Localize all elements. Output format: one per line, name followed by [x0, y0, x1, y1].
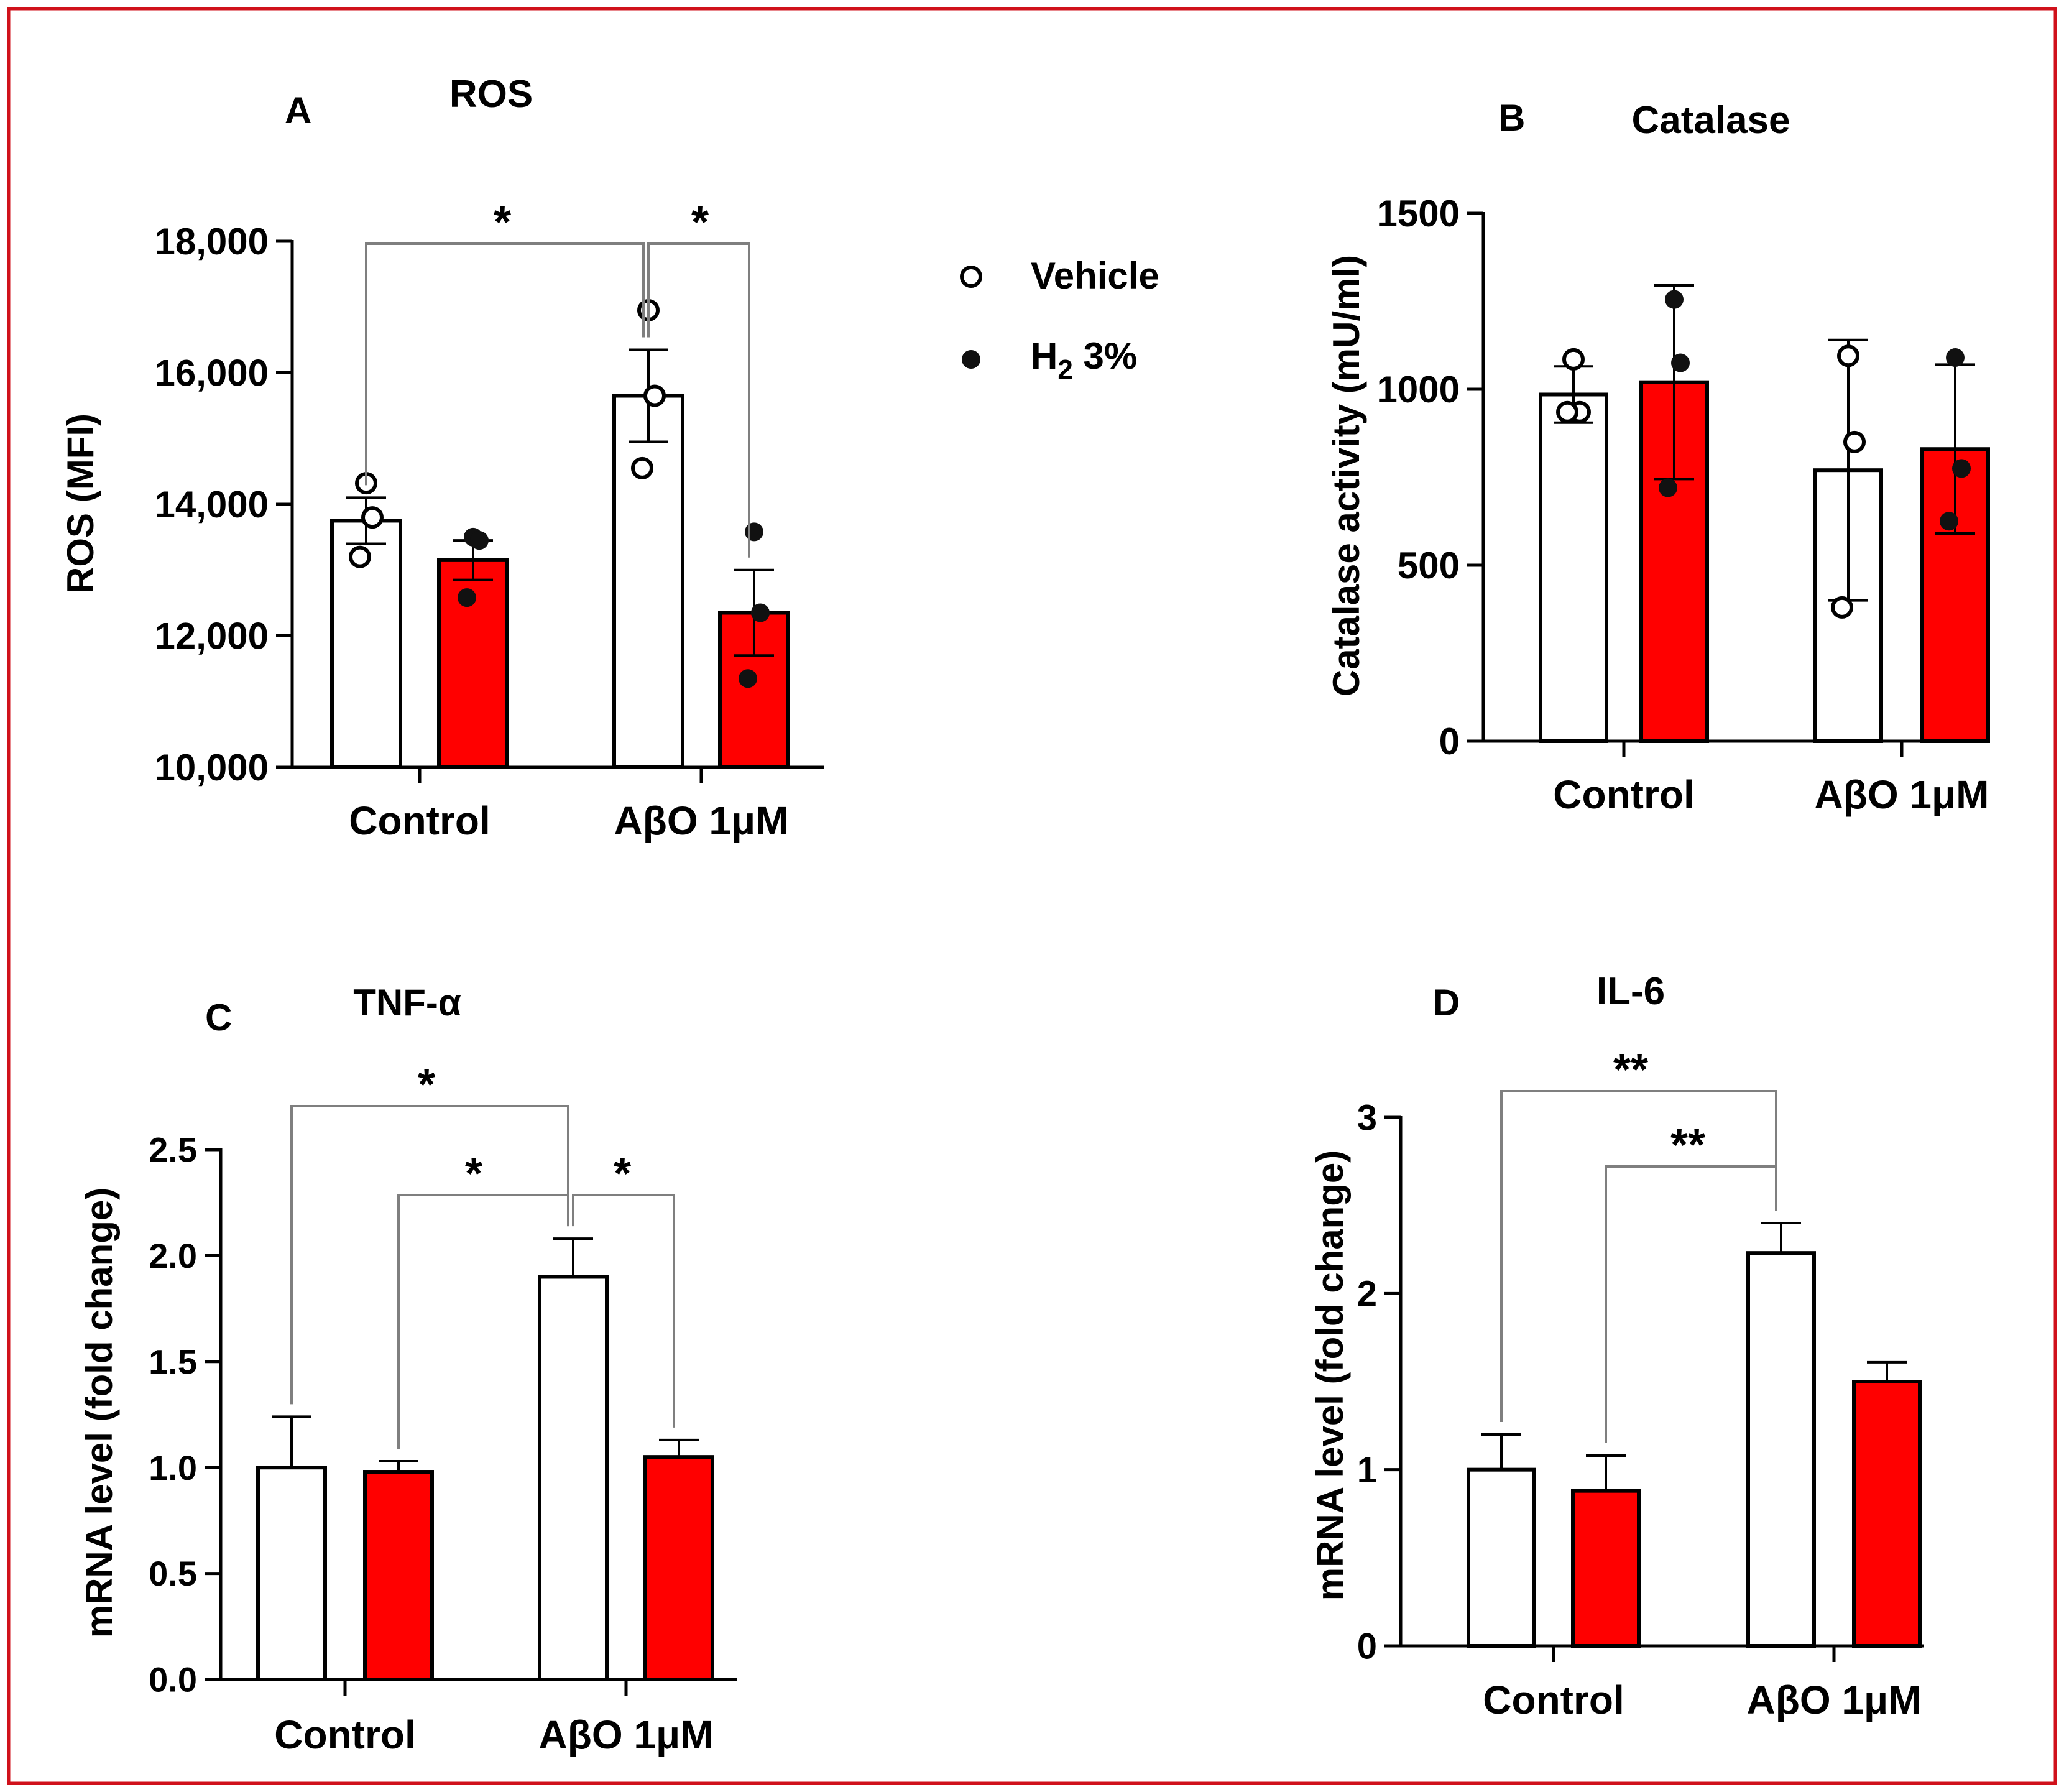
- panel-d: D IL-6 mRNA level (fold change)0 1 2 3 Control…: [1309, 970, 1924, 1722]
- data-point-h2: [1665, 290, 1684, 309]
- y-tick-label: 1.0: [149, 1448, 197, 1487]
- significance-bracket: [1605, 1165, 1777, 1443]
- y-tick-label: 14,000: [154, 484, 269, 525]
- data-point-h2: [1659, 478, 1677, 497]
- panel-letter: B: [1498, 97, 1525, 139]
- panel-letter: A: [285, 90, 311, 131]
- y-tick-label: 18,000: [154, 221, 269, 262]
- bar-h2-control: [363, 1470, 434, 1682]
- data-point-vehicle: [643, 384, 666, 407]
- y-axis-label: mRNA level (fold change): [78, 1188, 120, 1638]
- significance-label: **: [1613, 1045, 1648, 1095]
- bar-h2-abo: [643, 1455, 714, 1681]
- category-label: AβO 1μM: [1747, 1678, 1922, 1722]
- data-point-h2: [470, 531, 489, 550]
- category-label: Control: [1483, 1678, 1624, 1722]
- data-point-vehicle: [1837, 344, 1859, 367]
- data-point-vehicle: [361, 506, 384, 529]
- y-tick-label: 2.0: [149, 1236, 197, 1275]
- significance-bracket: [1500, 1090, 1777, 1422]
- y-tick-label: 10,000: [154, 747, 269, 788]
- data-point-vehicle: [1831, 596, 1853, 619]
- bar-vehicle-control: [1539, 392, 1608, 743]
- panel-a: A ROS ROS (MFI) 10,000 12,000 14,000 16,000 18,…: [60, 73, 824, 843]
- bar-vehicle-control: [256, 1466, 327, 1681]
- significance-label: *: [418, 1060, 435, 1110]
- significance-bracket: [572, 1194, 675, 1428]
- data-point-h2: [458, 588, 476, 607]
- y-tick-label: 1500: [1377, 193, 1460, 234]
- data-point-vehicle: [1843, 430, 1866, 453]
- data-point-h2: [1940, 512, 1958, 531]
- legend-vehicle-marker: [960, 266, 982, 288]
- category-label: AβO 1μM: [539, 1712, 714, 1757]
- chart-title: ROS: [449, 73, 533, 116]
- y-tick-label: 1: [1357, 1450, 1377, 1490]
- legend-h2-marker: [962, 350, 980, 369]
- legend: Vehicle H2 3%: [960, 255, 1159, 385]
- data-point-h2: [745, 522, 763, 542]
- legend-vehicle-label: Vehicle: [1031, 255, 1159, 297]
- bar-vehicle-abo: [612, 394, 684, 769]
- chart-title: IL-6: [1596, 970, 1665, 1013]
- y-tick-label: 2: [1357, 1274, 1377, 1314]
- y-tick-label: 1.5: [149, 1342, 197, 1381]
- data-point-vehicle: [1556, 400, 1578, 423]
- significance-bracket: [397, 1194, 569, 1449]
- bar-h2-control: [1571, 1489, 1641, 1648]
- y-tick-label: 12,000: [154, 616, 269, 657]
- bar-h2-abo: [1852, 1380, 1922, 1648]
- y-tick-label: 500: [1398, 545, 1460, 586]
- data-point-vehicle: [631, 456, 653, 479]
- bar-vehicle-control: [1467, 1467, 1536, 1648]
- category-label: Control: [1553, 772, 1695, 817]
- y-tick-label: 16,000: [154, 353, 269, 394]
- y-tick-label: 0.0: [149, 1660, 197, 1699]
- data-point-h2: [1952, 459, 1971, 478]
- significance-bracket: [290, 1105, 569, 1405]
- significance-label: *: [614, 1149, 631, 1199]
- panel-letter: D: [1433, 982, 1460, 1023]
- significance-label: **: [1670, 1120, 1705, 1170]
- y-axis-label: Catalase activity (mU/ml): [1325, 255, 1367, 696]
- bar-vehicle-abo: [1746, 1251, 1816, 1648]
- data-point-h2: [739, 669, 757, 688]
- category-label: AβO 1μM: [614, 798, 789, 843]
- category-label: Control: [274, 1712, 416, 1757]
- panels: A ROS ROS (MFI) 10,000 12,000 14,000 16,000 18,…: [60, 73, 1990, 1757]
- panel-b: B Catalase Catalase activity (mU/ml) 0 500 10…: [1325, 97, 1990, 817]
- chart-title: TNF-α: [353, 982, 461, 1023]
- y-tick-label: 0.5: [149, 1554, 197, 1593]
- figure-frame: [7, 7, 2057, 1785]
- data-point-vehicle: [1562, 348, 1585, 371]
- y-tick-label: 0: [1357, 1626, 1377, 1666]
- bar-vehicle-abo: [538, 1275, 609, 1681]
- chart-title: Catalase: [1631, 99, 1790, 142]
- significance-label: *: [691, 198, 709, 247]
- legend-h2-label: H2 3%: [1031, 335, 1137, 385]
- significance-bracket: [647, 242, 750, 558]
- significance-bracket: [365, 242, 645, 486]
- significance-label: *: [494, 198, 511, 247]
- panel-c: C TNF-α mRNA level (fold change) 0.0 0.5 1.0 1…: [78, 982, 737, 1757]
- y-axis-label: mRNA level (fold change): [1309, 1150, 1351, 1601]
- y-tick-label: 2.5: [149, 1130, 197, 1170]
- category-label: Control: [349, 798, 491, 843]
- y-tick-label: 1000: [1377, 369, 1460, 410]
- data-point-h2: [1671, 353, 1690, 372]
- y-tick-label: 0: [1439, 721, 1460, 762]
- y-axis-label: ROS (MFI): [60, 413, 101, 594]
- panel-letter: C: [205, 997, 232, 1038]
- data-point-h2: [1946, 348, 1965, 367]
- significance-label: *: [465, 1149, 482, 1199]
- data-point-vehicle: [349, 545, 371, 568]
- y-tick-label: 3: [1357, 1097, 1377, 1138]
- data-point-h2: [751, 603, 770, 622]
- category-label: AβO 1μM: [1815, 772, 1989, 817]
